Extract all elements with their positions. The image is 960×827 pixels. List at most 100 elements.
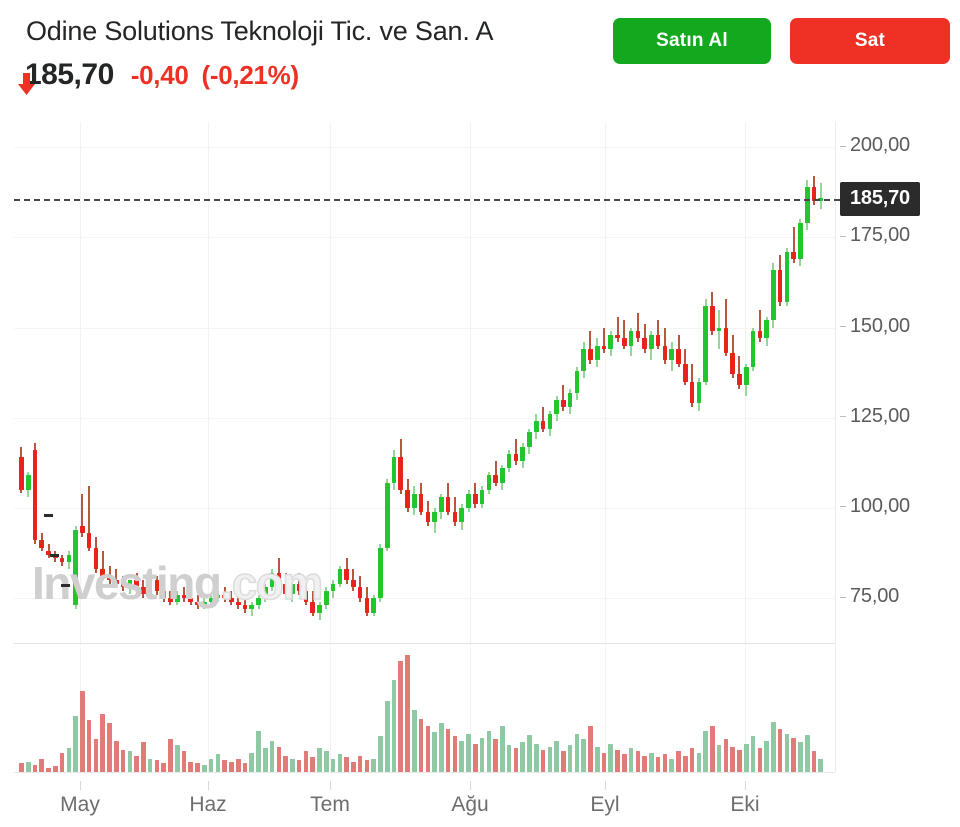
candle-body xyxy=(432,511,437,523)
candle-body xyxy=(804,186,810,223)
candle-body xyxy=(93,547,99,570)
candle-body xyxy=(662,345,668,361)
candle-wick xyxy=(108,565,111,584)
candle-body xyxy=(594,345,600,361)
candle-body xyxy=(32,450,38,541)
x-tick-mark xyxy=(605,781,606,790)
volume-bar xyxy=(330,758,336,772)
volume-bar xyxy=(195,763,200,772)
sell-button[interactable]: Sat xyxy=(790,18,950,64)
x-tick-mark xyxy=(330,781,331,790)
candle-body xyxy=(222,594,227,599)
price-summary: 185,70 -0,40 (-0,21%) xyxy=(18,58,299,95)
candle-body xyxy=(73,529,78,606)
candle-body xyxy=(703,305,708,382)
candle-body xyxy=(283,583,288,595)
candle-body xyxy=(682,363,688,382)
volume-bar xyxy=(547,746,553,772)
candle-wick xyxy=(88,486,91,552)
volume-bar xyxy=(229,761,234,772)
candle-wick xyxy=(636,313,639,342)
candle-body xyxy=(730,352,735,375)
volume-bar xyxy=(242,763,248,772)
gridline-vertical xyxy=(605,647,606,772)
candle-wick xyxy=(81,493,84,537)
candle-body xyxy=(113,580,119,584)
volume-bar xyxy=(202,764,207,772)
candle-wick xyxy=(223,587,226,602)
volume-bar xyxy=(215,754,221,772)
candle-body xyxy=(378,547,383,599)
x-axis-tick: Haz xyxy=(189,793,227,816)
candle-wick xyxy=(542,406,545,433)
volume-bar xyxy=(696,752,702,772)
volume-bar xyxy=(323,751,329,772)
x-axis: May Haz Tem Ağu Eyl Eki xyxy=(0,781,960,821)
candle-body xyxy=(391,457,397,483)
volume-bar xyxy=(398,660,404,772)
candle-body xyxy=(46,551,51,555)
volume-bar xyxy=(723,739,729,772)
candle-body xyxy=(330,583,336,591)
gridline-vertical xyxy=(330,647,331,772)
candle-wick xyxy=(101,551,104,581)
volume-bar xyxy=(649,752,654,772)
volume-bar xyxy=(500,726,505,772)
volume-bar xyxy=(635,751,641,772)
candle-body xyxy=(459,507,465,523)
candle-body xyxy=(19,457,24,490)
axis-stub-mark xyxy=(61,584,70,587)
volume-bar xyxy=(561,751,566,772)
x-axis-tick: Eyl xyxy=(590,793,620,816)
candle-wick xyxy=(738,356,741,389)
price-chart[interactable]: 200,00 175,00 150,00 125,00 100,00 75,00 May H… xyxy=(0,118,960,827)
candle-body xyxy=(290,583,295,595)
last-price: 185,70 xyxy=(25,58,114,91)
candle-wick xyxy=(792,226,795,263)
candle-wick xyxy=(663,327,666,364)
buy-button[interactable]: Satın Al xyxy=(613,18,771,64)
candle-body xyxy=(547,414,553,429)
volume-plot xyxy=(14,647,835,772)
volume-bar xyxy=(757,748,763,772)
gridline-horizontal xyxy=(14,237,835,239)
candle-wick xyxy=(494,461,497,487)
candle-body xyxy=(743,367,749,386)
volume-bar xyxy=(46,767,51,772)
volume-bar xyxy=(669,758,675,772)
candlestick-plot[interactable] xyxy=(14,122,835,645)
volume-bar xyxy=(486,730,492,772)
volume-bar xyxy=(113,740,119,772)
y-axis-tick: 200,00 xyxy=(840,134,910,157)
candle-body xyxy=(764,320,769,339)
gridline-horizontal xyxy=(14,598,835,600)
candle-body xyxy=(168,598,173,602)
volume-bar xyxy=(567,745,573,772)
volume-bar xyxy=(412,709,417,772)
volume-bar xyxy=(39,758,45,772)
volume-bar xyxy=(256,730,261,772)
candle-body xyxy=(351,580,356,588)
gridline-vertical xyxy=(470,647,471,772)
tick-mark xyxy=(840,416,846,418)
candle-body xyxy=(533,421,539,433)
candle-body xyxy=(357,587,363,599)
gridline-horizontal xyxy=(14,417,835,419)
volume-bar xyxy=(513,748,519,772)
candle-body xyxy=(500,468,505,483)
volume-bar xyxy=(222,760,227,772)
candle-body xyxy=(798,222,803,260)
candle-body xyxy=(276,572,282,584)
volume-bar xyxy=(655,757,661,772)
candle-wick xyxy=(183,587,186,602)
volume-bar xyxy=(689,748,695,772)
candle-body xyxy=(445,497,451,512)
y-axis-tick: 150,00 xyxy=(840,315,910,338)
volume-bar xyxy=(574,733,580,772)
volume-bar xyxy=(601,752,607,772)
volume-bar xyxy=(120,749,126,772)
candle-body xyxy=(676,349,681,364)
candle-body xyxy=(581,349,586,371)
candle-body xyxy=(66,554,72,563)
volume-bar xyxy=(283,755,288,772)
